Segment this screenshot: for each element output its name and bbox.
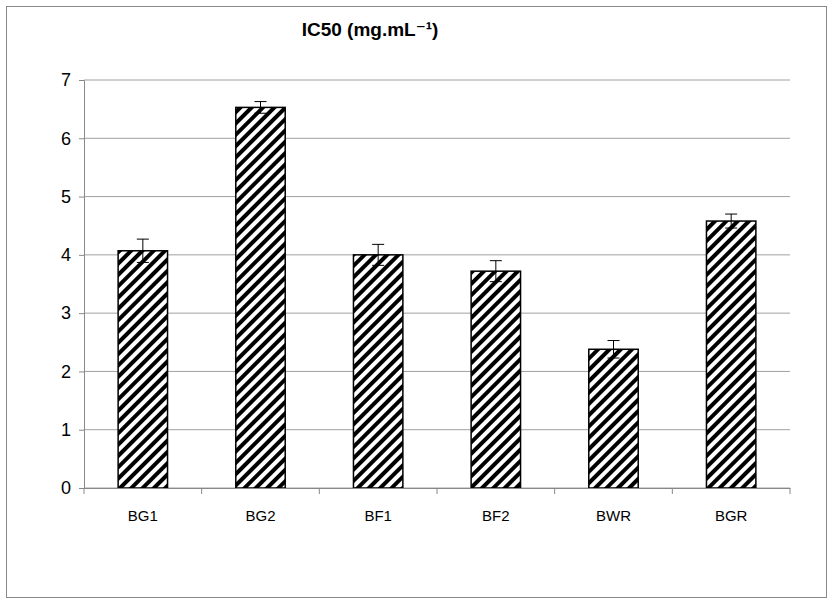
y-tick-mark [79, 80, 84, 81]
chart: 0 1 2 3 4 5 6 7 BG1 BG2 BF1 BF2 BWR BGR IC50 (mg.mL⁻¹) [0, 0, 833, 604]
error-bar-cap [725, 214, 737, 215]
x-tick-label: BGR [715, 507, 748, 524]
error-bar-cap [608, 358, 620, 359]
category-divider [319, 488, 320, 494]
y-axis: 0 1 2 3 4 5 6 7 [61, 70, 85, 498]
x-tick-label: BG1 [128, 507, 158, 524]
error-bar [255, 102, 267, 114]
error-bar-stem [495, 261, 496, 282]
bar [706, 221, 755, 488]
y-tick-label: 0 [61, 478, 71, 498]
error-bar-cap [372, 265, 384, 266]
x-tick: BF2 [482, 488, 510, 524]
category-divider [437, 488, 438, 494]
grid-line [84, 138, 790, 139]
y-tick-mark [79, 488, 84, 489]
bar [589, 349, 638, 488]
x-tick-label: BG2 [245, 507, 275, 524]
y-tick-label: 3 [61, 303, 71, 323]
x-tick-label: BF2 [482, 507, 510, 524]
y-tick-label: 4 [61, 245, 71, 265]
y-tick-label: 6 [61, 129, 71, 149]
grid [84, 80, 790, 488]
category-divider [672, 488, 673, 494]
x-tick: BF1 [364, 488, 392, 524]
category-divider [554, 488, 555, 494]
x-axis: BG1 BG2 BF1 BF2 BWR BGR [84, 488, 791, 524]
y-tick: 2 [61, 362, 84, 382]
y-tick: 6 [61, 129, 84, 149]
y-tick-mark [79, 371, 84, 372]
y-tick: 1 [61, 420, 84, 440]
error-bar-cap [137, 262, 149, 263]
grid-line [84, 80, 790, 81]
bar [353, 255, 402, 488]
grid-line [84, 371, 790, 372]
error-bar-cap [490, 281, 502, 282]
bar [118, 251, 167, 488]
y-tick-mark [79, 313, 84, 314]
error-bar [608, 341, 620, 358]
y-tick-mark [79, 255, 84, 256]
error-bar-stem [731, 214, 732, 228]
error-bar-stem [378, 244, 379, 265]
category-divider [84, 488, 85, 494]
error-bar-cap [255, 113, 267, 114]
error-bar-stem [142, 239, 143, 262]
error-bar-cap [137, 239, 149, 240]
error-bar-cap [372, 244, 384, 245]
grid-line [84, 254, 790, 255]
plot: 0 1 2 3 4 5 6 7 BG1 BG2 BF1 BF2 BWR BGR [61, 70, 791, 523]
error-bar-stem [260, 102, 261, 114]
error-bar [490, 261, 502, 282]
y-tick-mark [79, 138, 84, 139]
bar [236, 107, 285, 488]
y-tick-label: 7 [61, 70, 71, 90]
error-bar-stem [613, 341, 614, 358]
y-tick: 7 [61, 70, 84, 90]
category-divider [790, 488, 791, 494]
x-tick: BWR [596, 488, 631, 524]
y-tick: 5 [61, 187, 84, 207]
x-tick: BGR [715, 488, 748, 524]
chart-frame [7, 7, 827, 598]
y-tick-label: 5 [61, 187, 71, 207]
grid-line [84, 196, 790, 197]
error-bar-cap [725, 228, 737, 229]
y-axis-line [79, 81, 85, 489]
x-tick-label: BWR [596, 507, 631, 524]
y-tick-mark [79, 430, 84, 431]
category-divider [201, 488, 202, 494]
x-tick: BG1 [128, 488, 158, 524]
error-bar-cap [255, 101, 267, 102]
y-tick-label: 2 [61, 362, 71, 382]
bar [471, 271, 520, 488]
error-bar [725, 214, 737, 228]
y-tick-label: 1 [61, 420, 71, 440]
title: IC50 (mg.mL⁻¹) [302, 19, 439, 40]
y-tick: 0 [61, 478, 84, 498]
bars [118, 102, 756, 488]
grid-line [84, 429, 790, 430]
error-bar-cap [608, 340, 620, 341]
x-tick-label: BF1 [364, 507, 392, 524]
y-tick: 4 [61, 245, 84, 265]
grid-line [84, 313, 790, 314]
y-tick: 3 [61, 303, 84, 323]
error-bar-cap [490, 260, 502, 261]
x-tick: BG2 [245, 488, 275, 524]
error-bar [137, 239, 149, 262]
error-bar [372, 244, 384, 265]
y-tick-mark [79, 197, 84, 198]
